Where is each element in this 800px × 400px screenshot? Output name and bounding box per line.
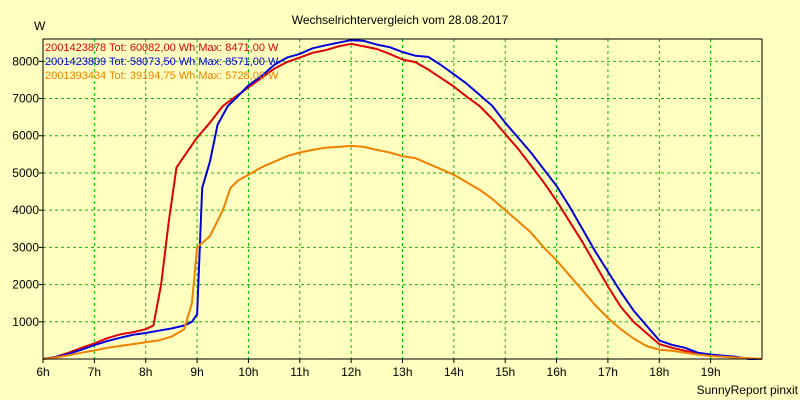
series-line-2001423809 <box>42 39 762 360</box>
x-tick-label: 17h <box>598 365 618 379</box>
x-tick-label: 16h <box>547 365 567 379</box>
legend-entry-2001423878: 2001423878 Tot: 60082,00 Wh Max: 8471,00… <box>45 42 279 54</box>
x-tick-label: 8h <box>139 365 152 379</box>
x-tick-label: 12h <box>341 365 361 379</box>
tick-layer: 6h 7h 8h 9h 10h 11h 12h 13h 14h 15h 16h 17h 18h 19h 10… <box>12 54 720 379</box>
series-line-2001423878 <box>42 42 762 360</box>
x-tick-label: 7h <box>88 365 101 379</box>
y-tick-label: 3000 <box>12 240 39 254</box>
y-tick-label: 5000 <box>12 166 39 180</box>
y-tick-label: 4000 <box>12 203 39 217</box>
series-layer <box>42 39 763 360</box>
x-tick-label: 18h <box>649 365 669 379</box>
x-tick-label: 11h <box>290 365 309 379</box>
legend: 2001423878 Tot: 60082,00 Wh Max: 8471,00… <box>45 42 279 82</box>
x-tick-label: 14h <box>444 365 464 379</box>
chart-title: Wechselrichtervergleich vom 28.08.2017 <box>292 13 509 27</box>
y-tick-label: 6000 <box>12 129 39 143</box>
x-tick-label: 15h <box>495 365 515 379</box>
y-tick-label: 8000 <box>12 54 39 68</box>
x-tick-label: 10h <box>238 365 258 379</box>
y-tick-label: 1000 <box>12 315 39 329</box>
y-tick-label: 2000 <box>12 278 39 292</box>
x-tick-label: 13h <box>392 365 412 379</box>
series-line-2001393434 <box>42 144 763 360</box>
x-tick-label: 9h <box>190 365 203 379</box>
legend-entry-2001393434: 2001393434 Tot: 39194,75 Wh Max: 5728,00… <box>45 70 279 82</box>
x-tick-label: 19h <box>701 365 721 379</box>
legend-entry-2001423809: 2001423809 Tot: 58073,50 Wh Max: 8571,00… <box>45 56 279 68</box>
y-tick-label: 7000 <box>12 92 39 106</box>
y-axis-label: W <box>34 19 46 33</box>
footer-label: SunnyReport pinxit <box>697 383 799 397</box>
x-tick-label: 6h <box>36 365 49 379</box>
